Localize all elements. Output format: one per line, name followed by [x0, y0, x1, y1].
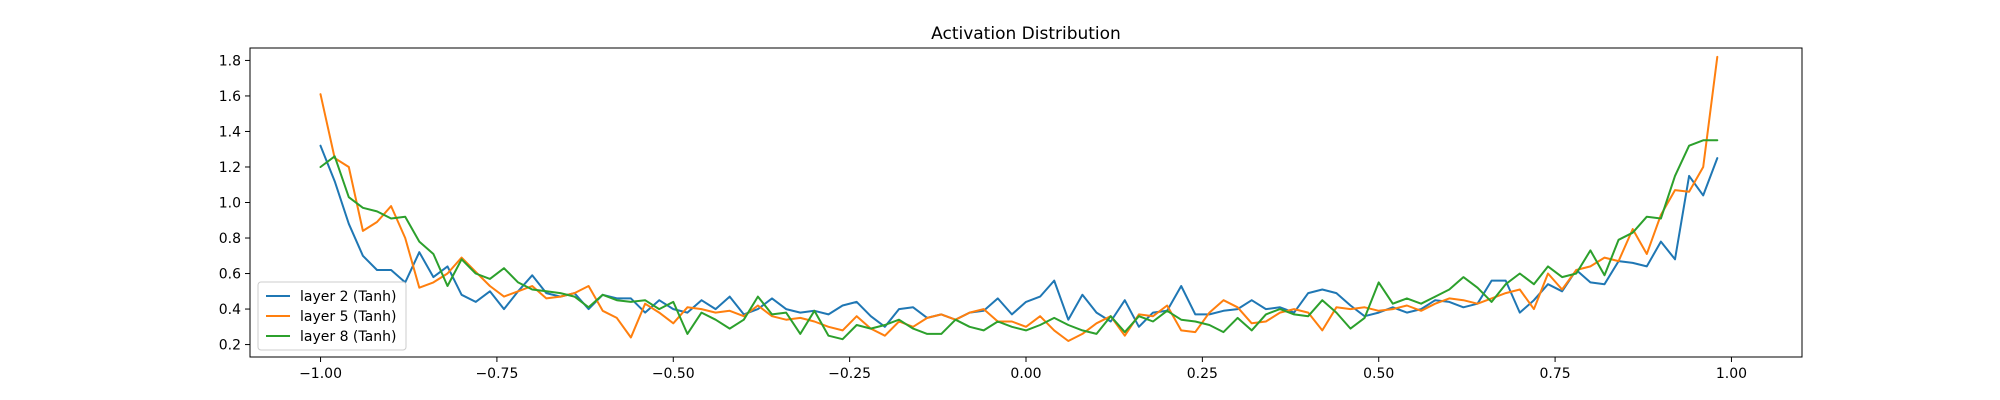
- x-tick-label: 0.00: [1010, 366, 1041, 382]
- y-tick-label: 0.4: [219, 302, 241, 318]
- y-tick-label: 0.6: [219, 267, 241, 283]
- x-tick-label: 0.25: [1187, 366, 1218, 382]
- x-tick-label: −0.75: [475, 366, 518, 382]
- x-axis: −1.00 −0.75 −0.50 −0.25 0.00 0.25 0.50 0.75 1.00: [299, 357, 1747, 382]
- legend-box: [257, 281, 407, 351]
- y-tick-label: 1.6: [219, 89, 241, 105]
- x-tick-label: −1.00: [299, 366, 342, 382]
- legend-label: layer 2 (Tanh): [300, 289, 396, 305]
- series-line-layer-0: [319, 144, 1719, 328]
- y-axis: 0.2 0.4 0.6 0.8 1.0 1.2 1.4 1.6 1.8: [219, 53, 250, 354]
- y-tick-label: 1.4: [219, 124, 241, 140]
- series-line-layer-2: [319, 139, 1719, 341]
- x-tick-label: −0.50: [652, 366, 695, 382]
- legend-label: layer 8 (Tanh): [300, 329, 396, 345]
- chart-title: Activation Distribution: [931, 24, 1121, 44]
- series-line-layer-1: [319, 55, 1719, 342]
- y-tick-label: 0.8: [219, 231, 241, 247]
- series-group: [319, 55, 1719, 342]
- legend-label: layer 5 (Tanh): [300, 309, 396, 325]
- y-tick-label: 1.2: [219, 160, 241, 176]
- y-tick-label: 0.2: [219, 338, 241, 354]
- x-tick-label: 0.50: [1363, 366, 1394, 382]
- y-tick-label: 1.0: [219, 196, 241, 212]
- x-tick-label: 1.00: [1716, 366, 1747, 382]
- x-tick-label: 0.75: [1540, 366, 1571, 382]
- legend: layer 2 (Tanh) layer 5 (Tanh) layer 8 (Tan…: [257, 281, 407, 351]
- y-tick-label: 1.8: [219, 53, 241, 69]
- x-tick-label: −0.25: [828, 366, 871, 382]
